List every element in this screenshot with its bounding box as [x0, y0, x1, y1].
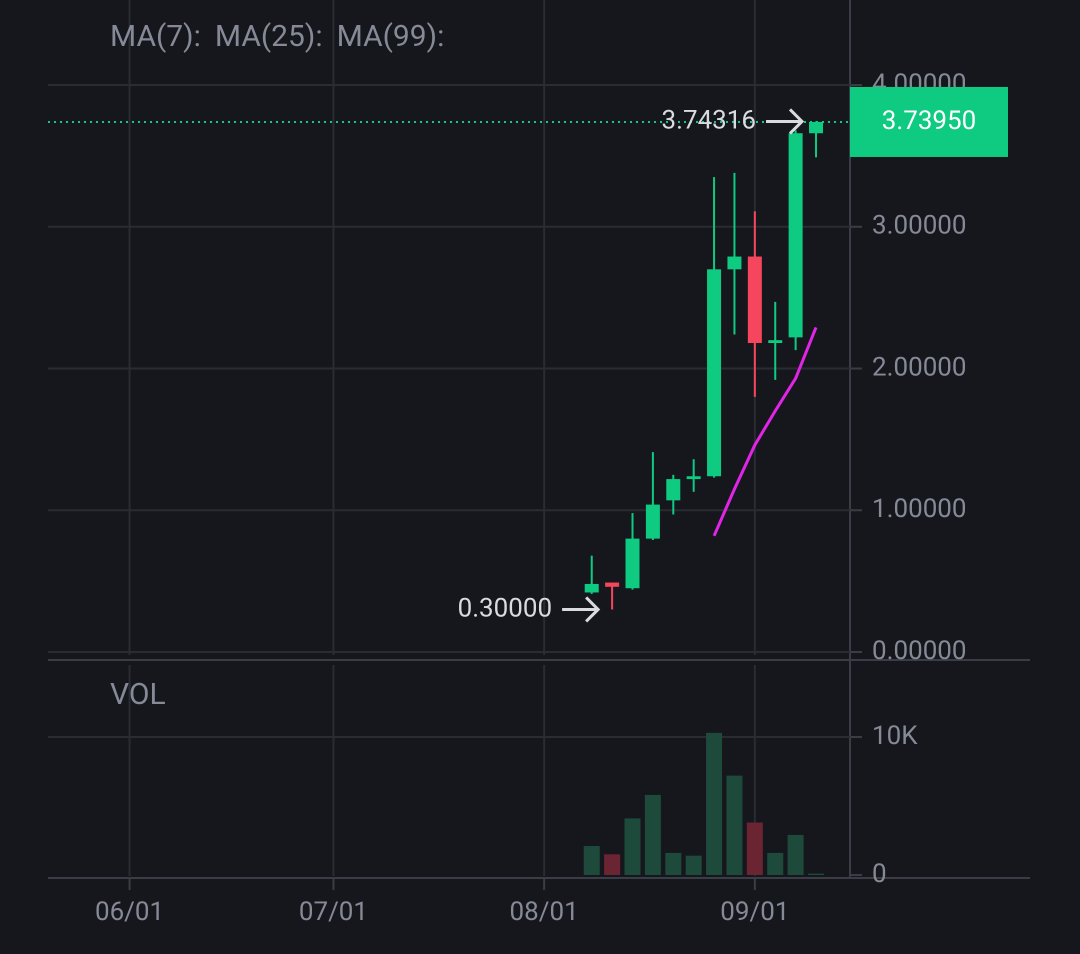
ma-line [712, 326, 818, 537]
y-tick-label: 10K [872, 721, 918, 751]
legend-entry: MA(99): [337, 19, 445, 54]
annotation-arrow [562, 596, 601, 623]
candle-body [605, 582, 620, 587]
y-tick-label: 0.00000 [872, 636, 967, 666]
last-price-label: 3.73950 [882, 106, 977, 136]
volume-bar [726, 775, 743, 875]
volume-title: VOL [110, 677, 166, 712]
last-price-tag [850, 86, 1008, 157]
volume-bar [787, 834, 804, 875]
legend-entry: MA(25): [215, 19, 323, 54]
x-tick-label: 07/01 [299, 897, 368, 927]
candle-body [686, 476, 701, 480]
y-tick-label: 0 [872, 859, 887, 889]
volume-bar [604, 854, 621, 875]
volume-bar [706, 732, 723, 875]
legend-entry: MA(7): [110, 19, 201, 54]
candle-body [666, 479, 681, 501]
volume-bar [808, 873, 825, 875]
volume-bar [644, 794, 661, 875]
x-tick-label: 08/01 [510, 897, 579, 927]
volume-bar [746, 822, 763, 875]
annotation-arrow [766, 108, 805, 135]
candle-body [788, 133, 803, 338]
candle-body [584, 583, 599, 593]
volume-bar [624, 818, 641, 875]
candle-body [809, 121, 824, 134]
x-tick-label: 09/01 [720, 897, 789, 927]
y-tick-label: 1.00000 [872, 494, 967, 524]
x-tick-label: 06/01 [95, 897, 164, 927]
candle-body [625, 538, 640, 589]
candle-body [768, 340, 783, 344]
candle-body [645, 504, 660, 539]
y-tick-label: 3.00000 [872, 211, 967, 241]
volume-bar [767, 852, 784, 875]
volume-bar [665, 852, 682, 875]
volume-bar [685, 855, 702, 875]
annotation-label: 0.30000 [458, 593, 553, 623]
candle-body [727, 256, 742, 270]
candle-body [707, 269, 722, 477]
volume-bar [583, 846, 600, 875]
y-tick-label: 2.00000 [872, 352, 967, 382]
annotation-label: 3.74316 [661, 105, 756, 135]
candle-body [747, 256, 762, 344]
